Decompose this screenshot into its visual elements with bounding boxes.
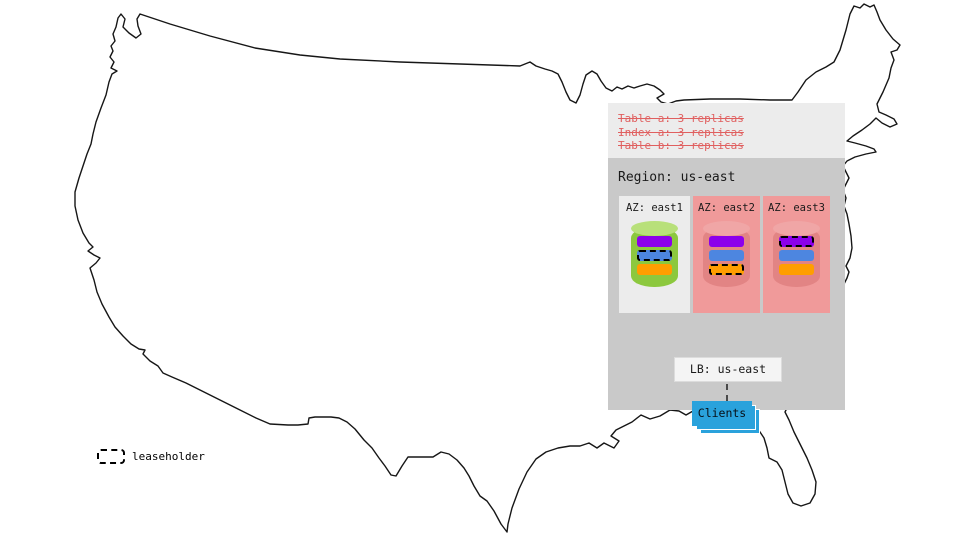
leaseholder-legend: leaseholder [97,449,205,464]
leaseholder-legend-label: leaseholder [132,450,205,463]
az-east2-box: AZ: east2 [693,196,760,313]
region-panel: Table a: 3 replicas Index a: 3 replicas … [608,103,845,434]
replica-bar [779,264,814,275]
cylinder-top [703,221,750,236]
cylinder-top [773,221,820,236]
az-east3-label: AZ: east3 [768,202,825,214]
region-us-east-box: Region: us-east AZ: east1 AZ: east2 [608,158,845,434]
load-balancer-box: LB: us-east [674,357,782,382]
replica-bars [779,236,814,278]
index-a-replicas-label: Index a: 3 replicas [618,125,744,139]
replica-bar [709,250,744,261]
replica-bar [637,236,672,247]
lb-clients-connector [726,384,728,401]
replica-bar [637,250,672,261]
database-cylinder-east1 [631,221,678,289]
table-a-replicas-label: Table a: 3 replicas [618,112,744,125]
az-east2-label: AZ: east2 [698,202,755,214]
schema-header: Table a: 3 replicas Index a: 3 replicas … [608,103,845,158]
clients-stack: Clients [692,401,762,437]
az-east1-box: AZ: east1 [619,196,690,313]
az-east1-label: AZ: east1 [626,202,683,214]
replica-bar [779,250,814,261]
replica-bar [637,264,672,275]
az-east3-box: AZ: east3 [763,196,830,313]
replica-bars [637,236,672,278]
database-cylinder-east2 [703,221,750,289]
table-b-replicas-label: Table b: 3 replicas [618,139,744,152]
replica-bar [709,264,744,275]
clients-card-front: Clients [692,401,752,426]
cylinder-top [631,221,678,236]
region-title: Region: us-east [618,170,736,185]
replica-bar [709,236,744,247]
replica-bars [709,236,744,278]
database-cylinder-east3 [773,221,820,289]
leaseholder-swatch-icon [97,449,125,464]
replica-bar [779,236,814,247]
